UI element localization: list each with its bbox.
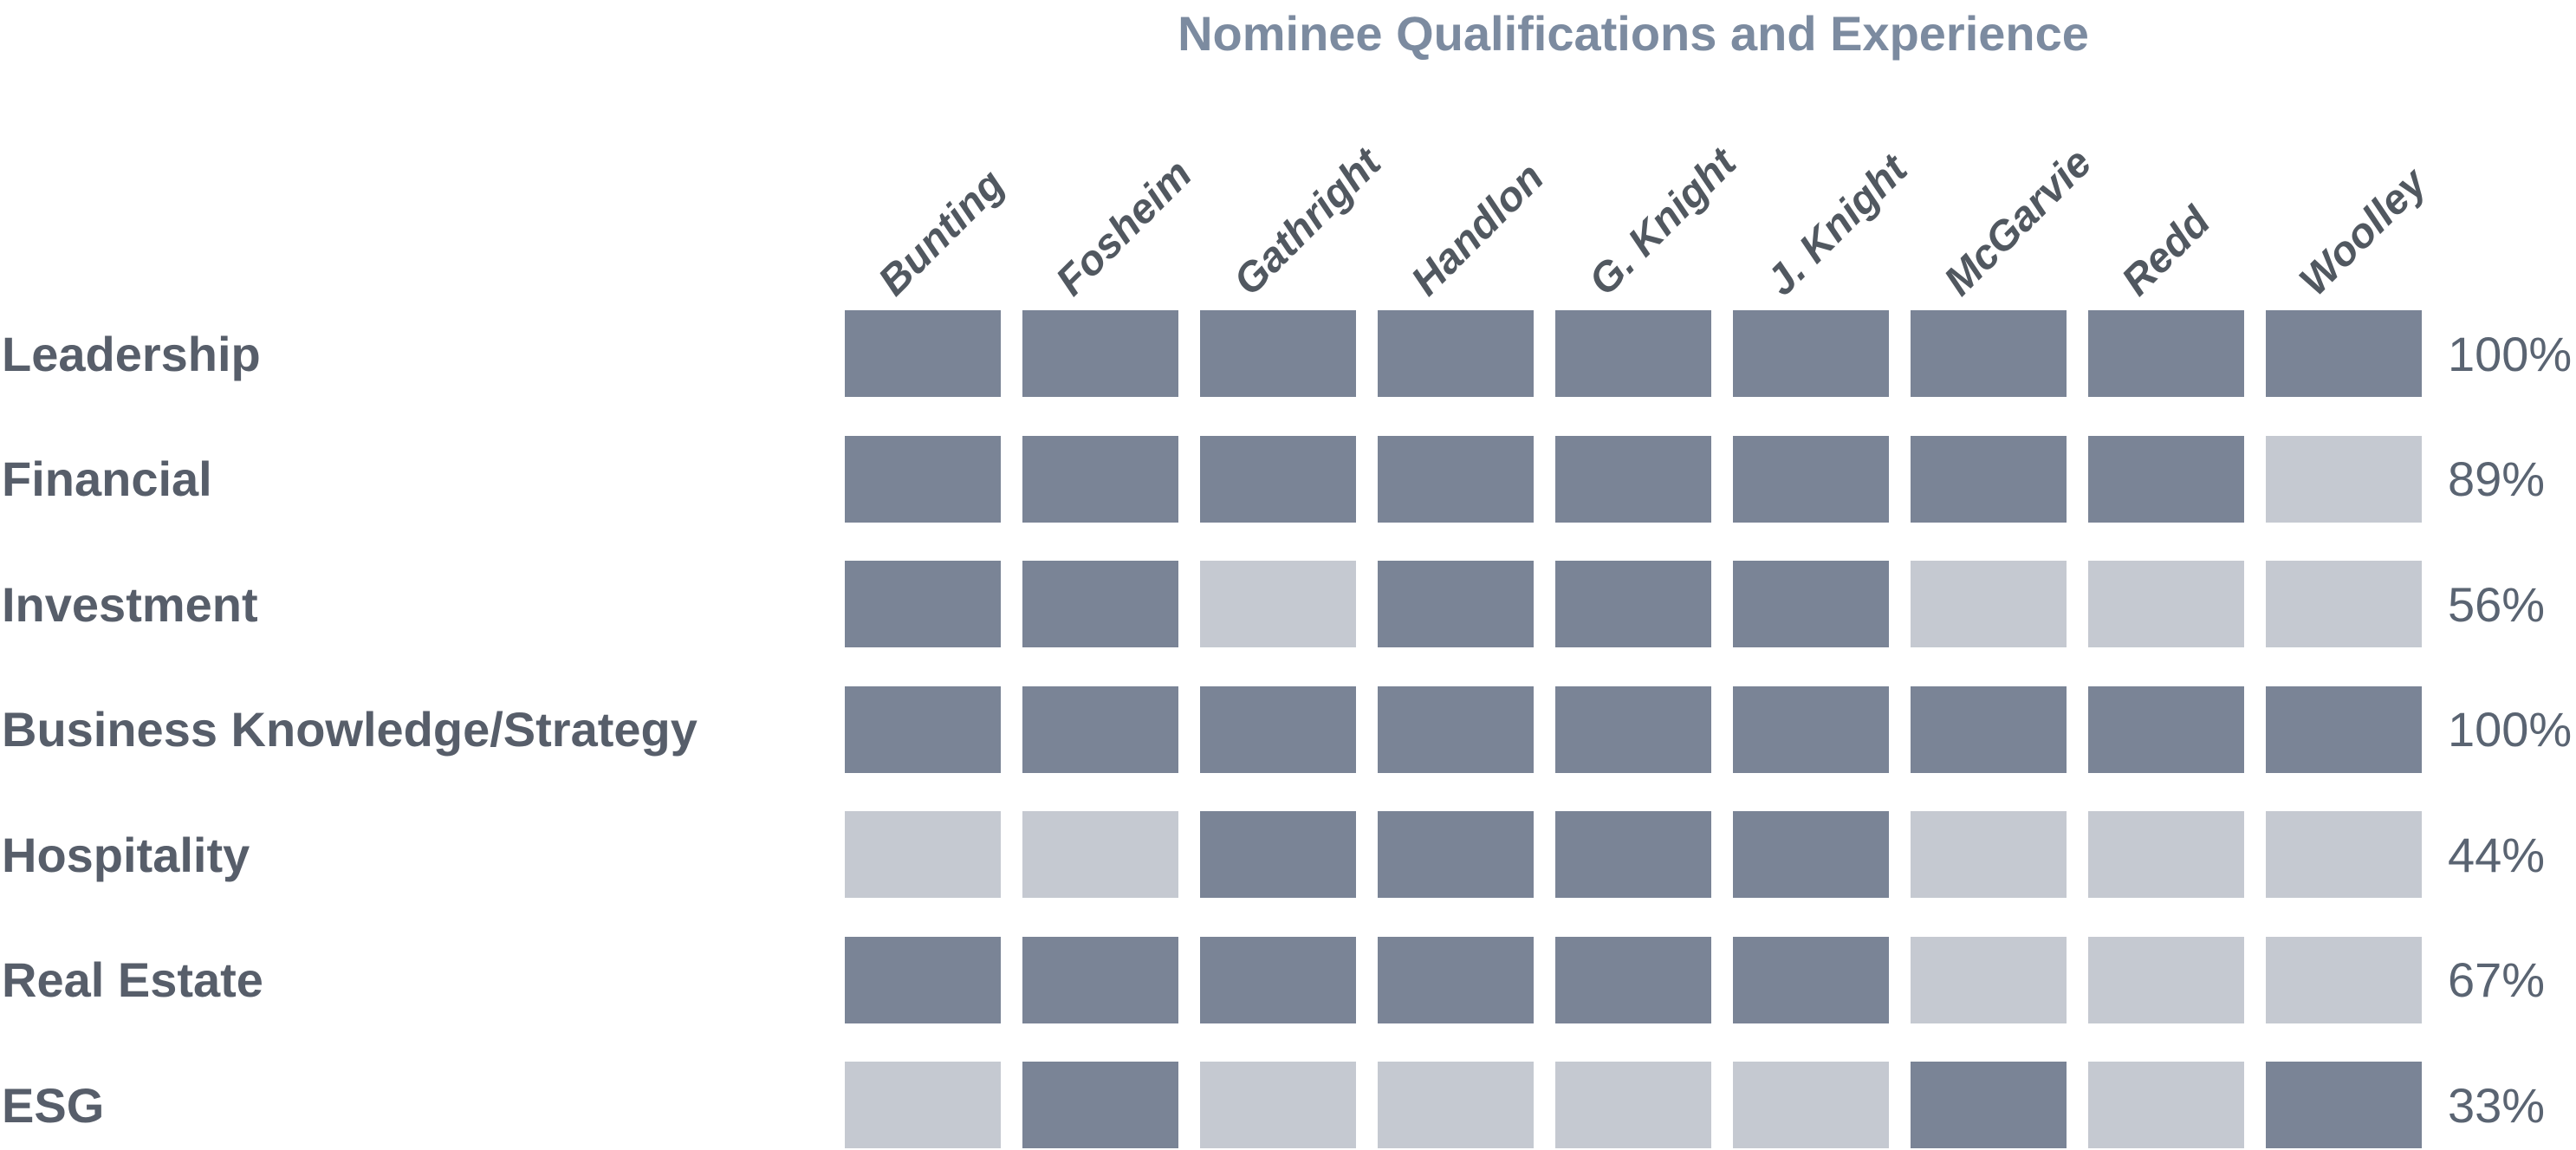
matrix-cell [1378, 811, 1534, 898]
matrix-cell [845, 561, 1001, 647]
matrix-cell [2088, 1062, 2244, 1148]
matrix-cell [1378, 936, 1534, 1023]
matrix-cell [1733, 310, 1889, 397]
matrix-cell [1733, 435, 1889, 523]
matrix-cell [1200, 936, 1356, 1023]
matrix-cell [1911, 685, 2067, 773]
matrix-cell [1555, 811, 1711, 898]
matrix-cell [1022, 1062, 1178, 1148]
matrix-cell [845, 310, 1001, 397]
matrix-cell [1022, 936, 1178, 1023]
matrix-cell [2088, 561, 2244, 647]
matrix-cell [2266, 685, 2422, 773]
matrix-cell [2266, 1062, 2422, 1148]
matrix-cell [845, 1062, 1001, 1148]
row-percent: 89% [2448, 452, 2546, 506]
row-label: Hospitality [2, 827, 250, 882]
matrix-cell [1022, 561, 1178, 647]
matrix-cell [1733, 936, 1889, 1023]
matrix-cell [2088, 811, 2244, 898]
matrix-cell [1555, 310, 1711, 397]
matrix-cell [1200, 685, 1356, 773]
row-label: Real Estate [2, 952, 263, 1007]
row-percent: 100% [2448, 702, 2573, 757]
matrix-cell [1555, 685, 1711, 773]
matrix-cell [1378, 310, 1534, 397]
column-header-bunting: Bunting [869, 160, 1014, 305]
matrix-cell [2266, 811, 2422, 898]
row-percent: 33% [2448, 1077, 2546, 1133]
matrix-cell [1911, 811, 2067, 898]
matrix-cell [1022, 435, 1178, 523]
matrix-cell [845, 936, 1001, 1023]
matrix-cell [1555, 936, 1711, 1023]
column-header-redd: Redd [2112, 198, 2220, 305]
column-header-j-knight: J. Knight [1757, 146, 1917, 305]
row-percent: 56% [2448, 576, 2546, 632]
matrix-cell [1378, 1062, 1534, 1148]
matrix-cell [2266, 936, 2422, 1023]
matrix-cell [1911, 561, 2067, 647]
row-label: Leadership [2, 326, 261, 381]
matrix-cell [1022, 685, 1178, 773]
column-header-woolley: Woolley [2290, 159, 2436, 305]
row-percent: 67% [2448, 952, 2546, 1007]
matrix-cell [1733, 561, 1889, 647]
row-percent: 100% [2448, 326, 2573, 381]
matrix-cell [2088, 435, 2244, 523]
matrix-cell [845, 435, 1001, 523]
matrix-cell [1200, 1062, 1356, 1148]
matrix-cell [1555, 435, 1711, 523]
matrix-cell [1378, 435, 1534, 523]
matrix-cell [1200, 310, 1356, 397]
matrix-cell [1733, 1062, 1889, 1148]
matrix-cell [1911, 435, 2067, 523]
matrix-cell [1200, 435, 1356, 523]
matrix-cell [1200, 561, 1356, 647]
matrix-cell [1378, 561, 1534, 647]
matrix-cell [2266, 435, 2422, 523]
matrix-cell [1911, 310, 2067, 397]
column-header-fosheim: Fosheim [1047, 151, 1201, 305]
matrix-cell [845, 811, 1001, 898]
row-label: Business Knowledge/Strategy [2, 702, 698, 757]
column-header-g-knight: G. Knight [1580, 140, 1746, 305]
matrix-cell [1022, 811, 1178, 898]
row-label: Investment [2, 576, 258, 632]
chart-title: Nominee Qualifications and Experience [1178, 6, 2089, 61]
matrix-cell [2088, 936, 2244, 1023]
matrix-cell [2088, 685, 2244, 773]
matrix-cell [2088, 310, 2244, 397]
matrix-cell [1022, 310, 1178, 397]
matrix-cell [1911, 1062, 2067, 1148]
matrix-cell [1378, 685, 1534, 773]
matrix-cell [2266, 310, 2422, 397]
matrix-cell [1555, 1062, 1711, 1148]
matrix-cell [1733, 811, 1889, 898]
column-header-handlon: Handlon [1402, 154, 1554, 305]
matrix-cell [845, 685, 1001, 773]
matrix-cell [2266, 561, 2422, 647]
matrix-cell [1200, 811, 1356, 898]
column-header-gathright: Gathright [1224, 140, 1391, 305]
row-percent: 44% [2448, 827, 2546, 882]
matrix-cell [1911, 936, 2067, 1023]
row-label: ESG [2, 1077, 105, 1133]
matrix-cell [1733, 685, 1889, 773]
matrix-cell [1555, 561, 1711, 647]
column-header-mcgarvie: McGarvie [1935, 140, 2101, 305]
row-label: Financial [2, 452, 212, 506]
